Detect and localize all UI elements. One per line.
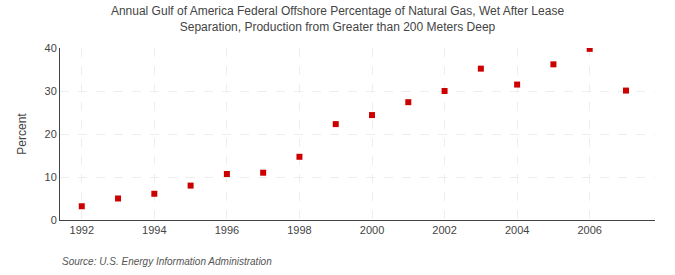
svg-text:0: 0 [51,214,57,226]
svg-text:Percent: Percent [15,113,29,155]
svg-text:1994: 1994 [142,224,166,236]
svg-text:10: 10 [45,171,57,183]
svg-text:40: 40 [45,42,57,54]
svg-text:1996: 1996 [215,224,239,236]
svg-text:30: 30 [45,85,57,97]
svg-text:Source: U.S. Energy Informatio: Source: U.S. Energy Information Administ… [62,256,272,267]
svg-text:Annual Gulf of America Federal: Annual Gulf of America Federal Offshore … [111,4,564,34]
svg-text:2004: 2004 [505,224,529,236]
svg-text:2002: 2002 [432,224,456,236]
svg-text:1992: 1992 [70,224,94,236]
svg-text:2000: 2000 [360,224,384,236]
svg-text:1998: 1998 [287,224,311,236]
svg-text:20: 20 [45,128,57,140]
svg-text:2006: 2006 [577,224,601,236]
